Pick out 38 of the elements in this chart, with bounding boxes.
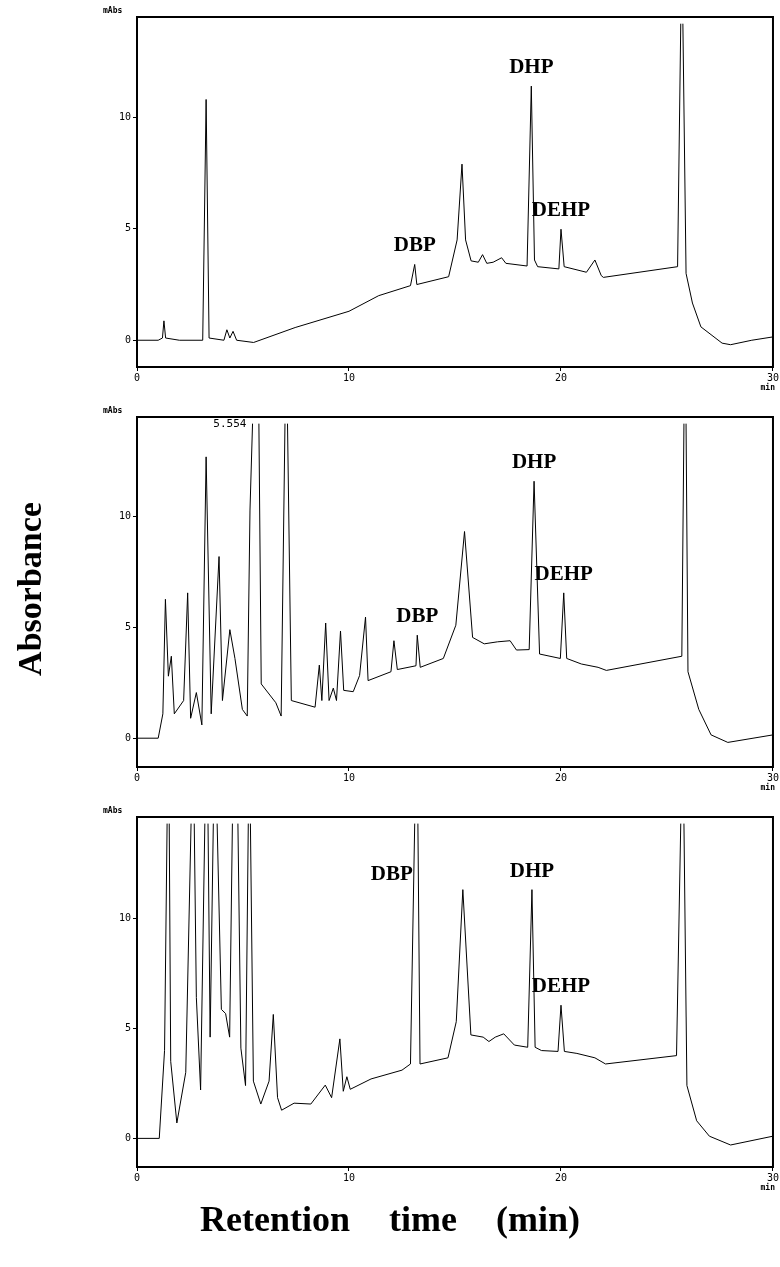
x-tick-label: 10 [342, 771, 356, 783]
y-tick-label: 5 [124, 1021, 131, 1033]
y-axis-title: mAbs [103, 806, 123, 816]
y-tick-label: 10 [118, 510, 131, 522]
x-axis-title: min [760, 382, 776, 393]
y-tick-label: 0 [124, 1131, 131, 1143]
y-tick-label: 5 [124, 222, 131, 234]
annotation: 5.554 [213, 417, 247, 431]
annotation: DBP [396, 603, 439, 628]
x-tick-label: 30 [766, 371, 779, 383]
annotation: DHP [511, 449, 557, 474]
text: Absorbance [11, 501, 49, 678]
annotation: DHP [509, 54, 554, 79]
x-tick-label: 10 [342, 371, 356, 383]
x-tick-label: 0 [133, 1171, 141, 1183]
annotation: DEHP [534, 560, 594, 585]
x-tick-label: 20 [554, 771, 568, 783]
y-axis-title: mAbs [103, 406, 123, 416]
x-tick-label: 20 [554, 1171, 568, 1183]
annotation: DBP [370, 860, 413, 885]
x-tick-label: 0 [133, 771, 141, 783]
y-tick-label: 10 [118, 911, 131, 923]
y-tick-label: 10 [118, 110, 131, 122]
y-tick-label: 0 [124, 333, 131, 345]
x-axis-title: min [760, 1182, 776, 1193]
x-tick-label: 10 [342, 1171, 356, 1183]
y-axis-title: mAbs [103, 6, 123, 16]
x-tick-label: 30 [766, 1171, 779, 1183]
x-axis-title: min [760, 782, 776, 793]
annotation: DHP [509, 857, 555, 882]
annotation: DBP [393, 232, 436, 257]
x-tick-label: 20 [554, 371, 568, 383]
x-tick-label: 0 [133, 371, 141, 383]
x-tick-label: 30 [766, 771, 779, 783]
y-tick-label: 5 [124, 621, 131, 633]
y-tick-label: 0 [124, 731, 131, 743]
annotation: DEHP [531, 973, 591, 998]
text: Retention time (min) [199, 1198, 581, 1240]
